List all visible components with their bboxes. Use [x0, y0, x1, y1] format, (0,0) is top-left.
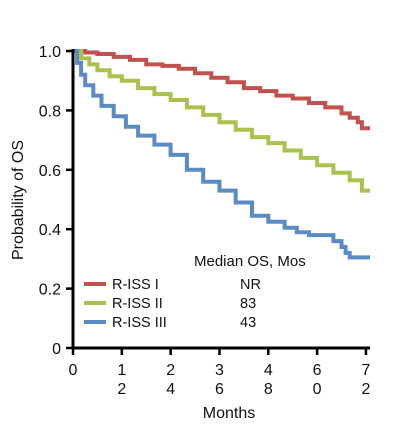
legend-median-1: NR [240, 277, 261, 293]
legend-label-1: R-ISS I [112, 277, 159, 293]
x-axis-title: Months [203, 405, 255, 422]
x-tick-label-line2: 2 [361, 381, 370, 398]
series-line-1 [73, 49, 370, 131]
x-tick-label: 4 [264, 362, 273, 379]
y-tick-label: 0.8 [39, 103, 61, 120]
x-tick-label: 7 [361, 362, 370, 379]
x-tick-label-line2: 8 [264, 381, 273, 398]
y-tick-label: 0.2 [39, 282, 61, 299]
legend: Median OS, Mos R-ISS I NR R-ISS II 83 R-ISS … [84, 253, 306, 331]
legend-median-2: 83 [240, 296, 256, 312]
x-tick-label: 3 [215, 362, 224, 379]
legend-label-3: R-ISS III [112, 315, 167, 331]
series-line-2 [73, 49, 370, 193]
y-axis-title: Probability of OS [10, 140, 27, 260]
x-tick-label: 6 [313, 362, 322, 379]
x-tick-label-line2: 2 [117, 381, 126, 398]
x-tick-label: 2 [166, 362, 175, 379]
x-tick-label-line2: 4 [166, 381, 175, 398]
legend-header: Median OS, Mos [194, 253, 306, 270]
y-tick-label: 1.0 [39, 44, 61, 61]
series-line-3 [73, 49, 370, 260]
x-tick-label-line2: 6 [215, 381, 224, 398]
series-layer [73, 49, 370, 260]
x-tick-label-line2: 0 [313, 381, 322, 398]
legend-label-2: R-ISS II [112, 296, 163, 312]
y-tick-label: 0.4 [39, 222, 61, 239]
y-tick-label: 0.6 [39, 163, 61, 180]
x-tick-label: 1 [117, 362, 126, 379]
x-tick-label: 0 [69, 362, 78, 379]
legend-median-3: 43 [240, 315, 256, 331]
y-tick-label: 0 [52, 341, 61, 358]
